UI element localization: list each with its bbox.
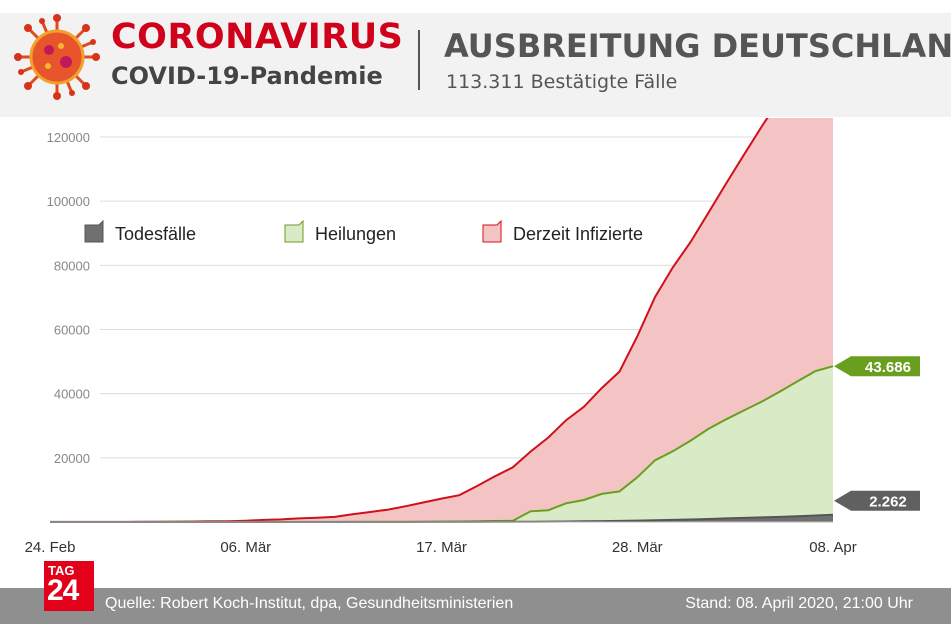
y-tick-label: 40000 <box>54 387 90 402</box>
header-title: CORONAVIRUS <box>111 17 404 57</box>
stand-text: Stand: 08. April 2020, 21:00 Uhr <box>685 595 913 612</box>
y-tick-label: 100000 <box>47 194 90 209</box>
logo-top-text: TAG <box>48 563 75 578</box>
source-text: Quelle: Robert Koch-Institut, dpa, Gesun… <box>105 595 514 612</box>
y-tick-label: 120000 <box>47 130 90 145</box>
deaths-area <box>50 514 833 522</box>
tag24-logo: TAG 24 <box>44 561 94 611</box>
legend-swatch <box>284 219 304 243</box>
y-tick-label: 60000 <box>54 323 90 338</box>
x-tick-label: 06. Mär <box>220 539 271 556</box>
recovered-area <box>50 366 833 522</box>
legend-label: Derzeit Infizierte <box>513 224 643 244</box>
end-label: 2.262 <box>869 494 907 511</box>
legend-label: Todesfälle <box>115 224 196 244</box>
x-tick-label: 08. Apr <box>809 539 857 556</box>
x-tick-label: 17. Mär <box>416 539 467 556</box>
x-tick-label: 28. Mär <box>612 539 663 556</box>
end-label-box <box>834 490 920 511</box>
legend-swatch <box>84 219 104 243</box>
header-right-title: AUSBREITUNG DEUTSCHLAND <box>444 27 951 65</box>
header-divider <box>418 30 420 90</box>
header-right-subtitle: 113.311 Bestätigte Fälle <box>446 71 678 93</box>
chart: 20000 40000 60000 80000 100000 120000 24. Feb 0… <box>25 118 920 556</box>
header-subtitle: COVID-19-Pandemie <box>111 62 383 90</box>
footer-bar <box>0 588 951 624</box>
virus-icon <box>14 14 100 100</box>
legend-swatch <box>482 219 502 243</box>
x-tick-label: 24. Feb <box>25 539 76 556</box>
logo-bottom-text: 24 <box>47 574 79 607</box>
header-banner <box>0 13 951 117</box>
end-label-box <box>834 356 920 377</box>
y-tick-label: 20000 <box>54 451 90 466</box>
legend-label: Heilungen <box>315 224 396 244</box>
y-tick-label: 80000 <box>54 258 90 273</box>
infected-area <box>50 118 833 522</box>
end-label: 43.686 <box>865 359 911 376</box>
